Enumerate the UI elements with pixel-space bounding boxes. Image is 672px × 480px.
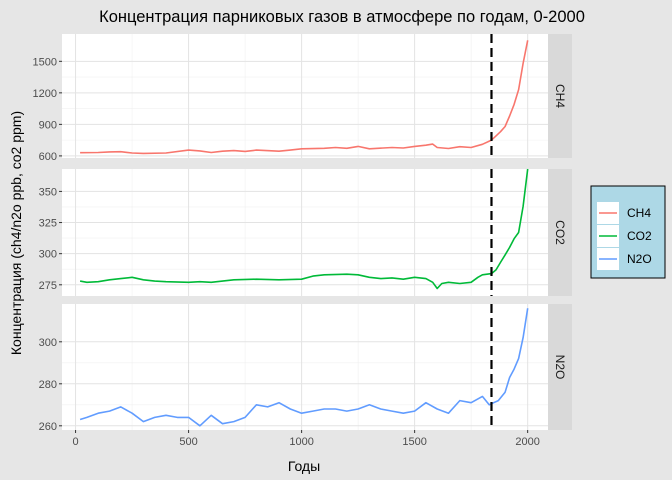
y-tick-label: 1500 (33, 56, 57, 68)
y-tick-label: 325 (39, 218, 57, 230)
panel-n2o: 260 280 300 N2O (39, 304, 572, 433)
y-tick-label: 260 (39, 421, 57, 433)
panel-background (62, 169, 548, 296)
x-axis: 0 500 1000 1500 2000 (73, 430, 540, 448)
strip-label-n2o: N2O (553, 355, 567, 380)
y-tick-label: 275 (39, 280, 57, 292)
x-tick-label: 1500 (402, 436, 426, 448)
legend-label-ch4: CH4 (627, 206, 651, 220)
y-tick-label: 280 (39, 379, 57, 391)
y-tick-label: 1200 (33, 88, 57, 100)
y-tick-label: 600 (39, 151, 57, 163)
y-axis-title: Концентрация (ch4/n2o ppb, co2 ppm) (8, 111, 24, 355)
legend-label-co2: CO2 (627, 229, 652, 243)
x-tick-label: 2000 (515, 436, 539, 448)
strip-label-ch4: CH4 (553, 84, 567, 108)
y-tick-label: 900 (39, 119, 57, 131)
strip-background (548, 169, 572, 296)
strip-label-co2: CO2 (553, 220, 567, 245)
strip-background (548, 304, 572, 430)
y-tick-label: 350 (39, 186, 57, 198)
facet-panels: 600 900 1200 1500 CH4 275 300 325 350 CO2 260 280 30… (33, 34, 572, 433)
legend-label-n2o: N2O (627, 252, 652, 266)
series-line-co2 (79, 168, 529, 290)
y-tick-label: 300 (39, 249, 57, 261)
panel-ch4: 600 900 1200 1500 CH4 (33, 34, 572, 163)
y-tick-label: 300 (39, 337, 57, 349)
x-tick-label: 1000 (289, 436, 313, 448)
chart-title: Концентрация парниковых газов в атмосфер… (99, 8, 585, 26)
panel-background (62, 304, 548, 430)
x-axis-title: Годы (288, 458, 320, 474)
x-tick-label: 0 (73, 436, 79, 448)
legend: CH4 CO2 N2O (590, 185, 666, 279)
strip-background (548, 34, 572, 158)
panel-co2: 275 300 325 350 CO2 (39, 168, 572, 296)
series-line-ch4 (80, 40, 529, 155)
x-tick-label: 500 (179, 436, 197, 448)
panel-background (62, 34, 548, 158)
